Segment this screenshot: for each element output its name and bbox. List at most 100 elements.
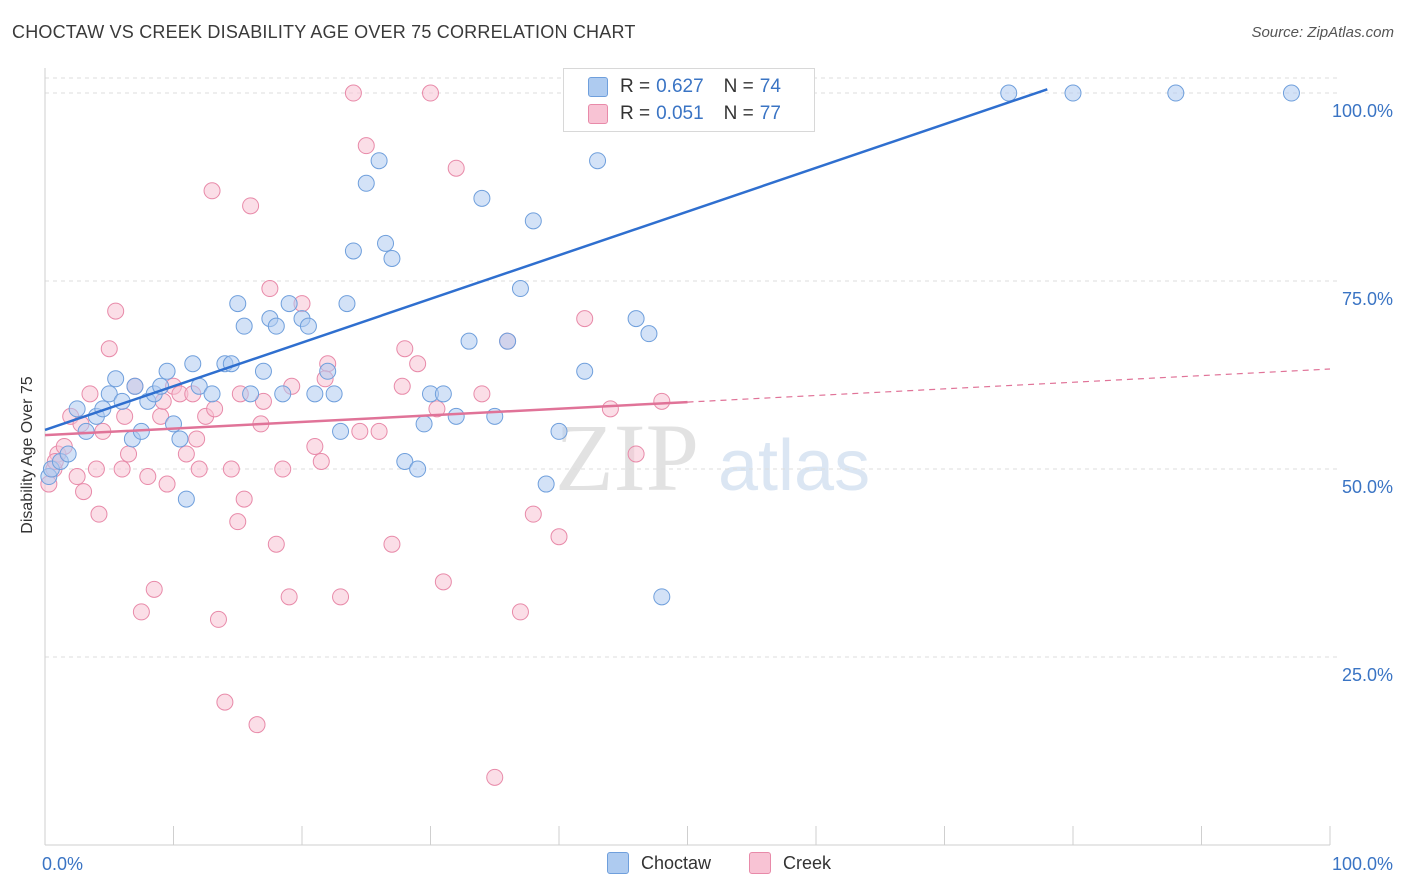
- creek-point: [383, 535, 401, 553]
- legend-n-label: N =: [723, 76, 754, 97]
- creek-point: [274, 460, 292, 478]
- creek-point: [216, 693, 234, 711]
- creek-legend-swatch: [749, 852, 771, 874]
- y-tick-label: 50.0%: [1342, 477, 1393, 497]
- correlation-legend: R = 0.627 N = 74 R = 0.051 N = 77: [563, 68, 815, 132]
- creek-point: [486, 768, 504, 786]
- creek-point: [75, 483, 93, 501]
- legend-r-label: R =: [620, 103, 651, 124]
- creek-point: [524, 505, 542, 523]
- choctaw-swatch: [588, 77, 608, 97]
- creek-trend-line: [44, 400, 688, 437]
- creek-point: [203, 182, 221, 200]
- choctaw-point: [434, 385, 452, 403]
- choctaw-point: [1167, 84, 1185, 102]
- creek-point: [139, 468, 157, 486]
- choctaw-point: [550, 422, 568, 440]
- choctaw-point: [1282, 84, 1300, 102]
- choctaw-point: [319, 362, 337, 380]
- choctaw-point: [254, 362, 272, 380]
- choctaw-point: [447, 407, 465, 425]
- choctaw-point: [1000, 84, 1018, 102]
- watermark-atlas: atlas: [718, 426, 870, 506]
- creek-point: [306, 437, 324, 455]
- choctaw-point: [184, 355, 202, 373]
- creek-point: [113, 460, 131, 478]
- creek-point: [473, 385, 491, 403]
- creek-point: [100, 340, 118, 358]
- choctaw-point: [59, 445, 77, 463]
- choctaw-trend-line: [44, 88, 1048, 432]
- creek-point: [81, 385, 99, 403]
- creek-point: [158, 475, 176, 493]
- legend-row-choctaw: R = 0.627 N = 74: [588, 76, 781, 98]
- choctaw-point: [344, 242, 362, 260]
- creek-point: [222, 460, 240, 478]
- creek-point: [267, 535, 285, 553]
- legend-item-creek: Creek: [749, 852, 831, 874]
- creek-point: [206, 400, 224, 418]
- creek-point: [370, 422, 388, 440]
- x-tick-label-max: 100.0%: [1332, 854, 1393, 874]
- gridlines: [45, 77, 1340, 658]
- choctaw-point: [370, 152, 388, 170]
- creek-point: [396, 340, 414, 358]
- choctaw-point: [171, 430, 189, 448]
- legend-r-value: 0.627: [656, 76, 704, 97]
- legend-n-value: 77: [759, 103, 781, 124]
- tick-labels: 25.0% 50.0% 75.0% 100.0% 0.0% 100.0%: [42, 101, 1393, 874]
- creek-point: [132, 603, 150, 621]
- creek-point: [177, 445, 195, 463]
- choctaw-point: [325, 385, 343, 403]
- choctaw-point: [68, 400, 86, 418]
- choctaw-point: [77, 422, 95, 440]
- choctaw-point: [640, 325, 658, 343]
- choctaw-point: [274, 385, 292, 403]
- choctaw-point: [524, 212, 542, 230]
- creek-point: [312, 453, 330, 470]
- choctaw-point: [409, 460, 427, 478]
- creek-point: [87, 460, 105, 478]
- creek-point: [422, 84, 439, 102]
- y-tick-label: 75.0%: [1342, 289, 1393, 309]
- creek-point: [68, 468, 86, 486]
- creek-point: [351, 422, 369, 440]
- choctaw-point: [653, 588, 671, 606]
- creek-point: [357, 137, 375, 155]
- source-label: Source: ZipAtlas.com: [1251, 24, 1394, 41]
- creek-point: [393, 377, 411, 395]
- choctaw-legend-label: Choctaw: [641, 852, 712, 873]
- creek-point: [90, 505, 108, 523]
- choctaw-point: [203, 385, 221, 403]
- choctaw-point: [107, 370, 125, 388]
- creek-point: [188, 430, 206, 448]
- choctaw-point: [627, 310, 645, 328]
- creek-point: [280, 588, 298, 606]
- creek-point: [511, 603, 529, 621]
- legend-row-creek: R = 0.051 N = 77: [588, 103, 781, 125]
- creek-point: [576, 310, 594, 328]
- creek-point: [209, 610, 227, 628]
- creek-point: [332, 588, 350, 606]
- choctaw-point: [537, 475, 555, 493]
- choctaw-point: [511, 280, 529, 298]
- choctaw-point: [299, 317, 317, 335]
- y-tick-label: 25.0%: [1342, 665, 1393, 685]
- trend-lines: [44, 88, 1331, 437]
- creek-point: [447, 159, 465, 177]
- creek-point: [254, 392, 272, 410]
- choctaw-point: [499, 332, 517, 350]
- choctaw-points: [40, 84, 1300, 606]
- choctaw-legend-swatch: [607, 852, 629, 874]
- legend-n-value: 74: [759, 76, 781, 97]
- legend-r-value: 0.051: [656, 103, 704, 124]
- choctaw-point: [267, 317, 285, 335]
- choctaw-point: [306, 385, 324, 403]
- choctaw-point: [357, 174, 375, 192]
- choctaw-point: [280, 295, 298, 313]
- choctaw-point: [1064, 84, 1082, 102]
- legend-n-label: N =: [723, 103, 754, 124]
- creek-point: [190, 460, 208, 478]
- choctaw-point: [383, 249, 401, 267]
